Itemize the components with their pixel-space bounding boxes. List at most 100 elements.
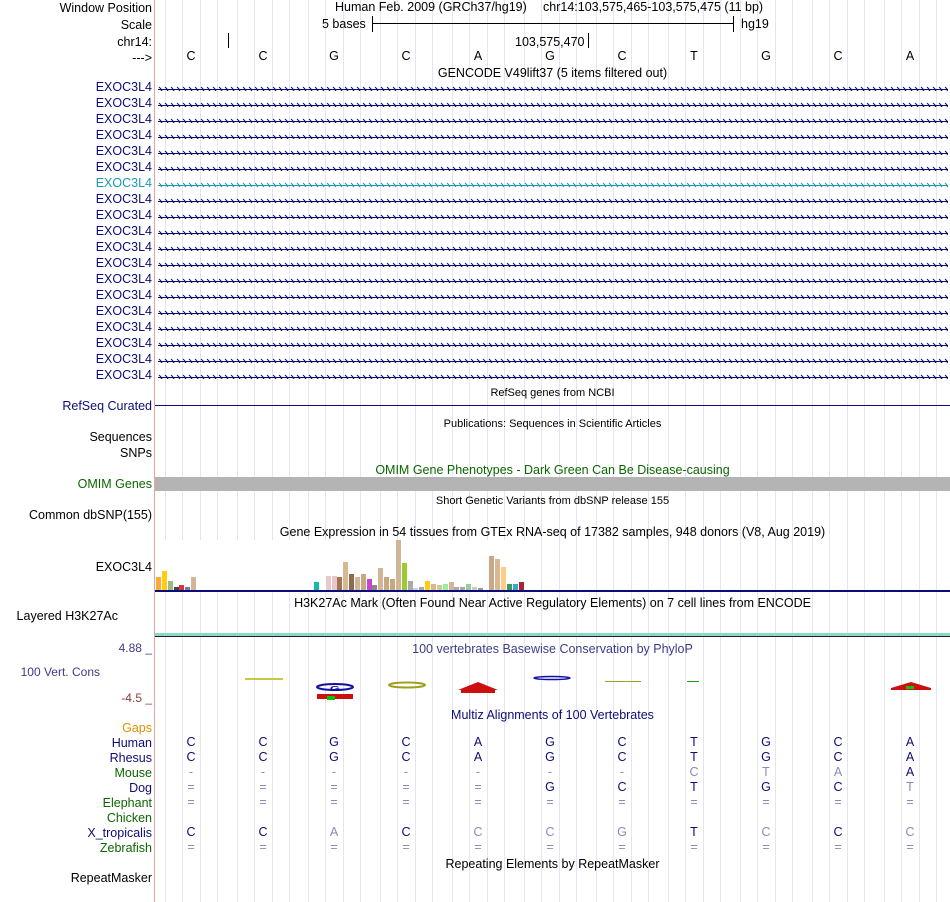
gtex-tissue-bar[interactable]	[343, 562, 349, 590]
gtex-tissue-bar[interactable]	[407, 581, 413, 590]
gtex-tissue-bar[interactable]	[413, 588, 419, 590]
gtex-tissue-bar[interactable]	[390, 579, 395, 590]
species-label[interactable]: Mouse	[114, 766, 152, 780]
gtex-tissue-bar[interactable]	[430, 584, 436, 590]
gencode-gene-line[interactable]	[158, 307, 948, 315]
gtex-tissue-bar[interactable]	[156, 577, 161, 590]
gencode-gene-line[interactable]	[158, 323, 948, 331]
gencode-gene-line[interactable]	[158, 163, 948, 171]
snps-track-label[interactable]: SNPs	[120, 446, 152, 460]
repeatmasker-track-label[interactable]: RepeatMasker	[70, 871, 152, 885]
gtex-tissue-bar[interactable]	[167, 581, 173, 590]
gtex-tissue-bar[interactable]	[507, 584, 512, 590]
gtex-tissue-bar[interactable]	[395, 540, 401, 590]
gtex-tissue-bar[interactable]	[313, 582, 319, 590]
gencode-item-label[interactable]: EXOC3L4	[95, 272, 152, 286]
gencode-item-label[interactable]: EXOC3L4	[95, 224, 152, 238]
gtex-tissue-bar[interactable]	[325, 576, 331, 590]
gencode-gene-line[interactable]	[158, 259, 948, 267]
gencode-gene-line[interactable]	[158, 115, 948, 123]
gencode-gene-line[interactable]	[158, 147, 948, 155]
gtex-tissue-bar[interactable]	[477, 588, 483, 590]
gencode-gene-line[interactable]	[158, 371, 948, 379]
species-label[interactable]: Zebrafish	[99, 841, 152, 855]
gencode-gene-line[interactable]	[158, 99, 948, 107]
gencode-item-label[interactable]: EXOC3L4	[95, 288, 152, 302]
gencode-item-label[interactable]: EXOC3L4	[95, 336, 152, 350]
gtex-tissue-bar[interactable]	[489, 556, 495, 590]
gtex-tissue-bar[interactable]	[366, 579, 372, 590]
gencode-item-label[interactable]: EXOC3L4	[95, 112, 152, 126]
gencode-item-label[interactable]: EXOC3L4	[95, 256, 152, 270]
gencode-item-label[interactable]: EXOC3L4	[95, 368, 152, 382]
gencode-gene-line[interactable]	[158, 211, 948, 219]
gtex-tissue-bar[interactable]	[349, 574, 355, 590]
gtex-tissue-bar[interactable]	[161, 571, 167, 590]
gtex-tissue-bar[interactable]	[495, 559, 501, 590]
gencode-item-label[interactable]: EXOC3L4	[95, 192, 152, 206]
gtex-tissue-bar[interactable]	[448, 582, 454, 590]
publications-track-title[interactable]: Publications: Sequences in Scientific Ar…	[443, 418, 662, 430]
gtex-tissue-bar[interactable]	[372, 585, 378, 590]
multiz-track-title[interactable]: Multiz Alignments of 100 Vertebrates	[451, 708, 654, 722]
gtex-tissue-bar[interactable]	[185, 587, 191, 590]
gencode-item-label[interactable]: EXOC3L4	[95, 80, 152, 94]
refseq-track-label[interactable]: RefSeq Curated	[62, 399, 152, 413]
gencode-gene-line[interactable]	[158, 339, 948, 347]
gtex-tissue-bar[interactable]	[442, 584, 448, 590]
omim-track-label[interactable]: OMIM Genes	[77, 477, 152, 491]
species-label[interactable]: Dog	[129, 781, 152, 795]
refseq-gene-line[interactable]	[155, 405, 950, 406]
gencode-gene-line[interactable]	[158, 83, 948, 91]
gtex-tissue-bar[interactable]	[419, 587, 425, 590]
gtex-tissue-bar[interactable]	[512, 584, 518, 590]
gencode-gene-line[interactable]	[158, 275, 948, 283]
omim-gene-bar[interactable]	[155, 477, 950, 491]
gtex-tissue-bar[interactable]	[501, 567, 507, 590]
refseq-track-title[interactable]: RefSeq genes from NCBI	[490, 387, 615, 399]
gtex-tissue-bar[interactable]	[191, 577, 197, 590]
species-label[interactable]: Human	[111, 736, 152, 750]
gencode-gene-line[interactable]	[158, 355, 948, 363]
gtex-bar-chart[interactable]	[155, 540, 950, 590]
gtex-tissue-bar[interactable]	[460, 587, 466, 590]
gencode-gene-line[interactable]	[158, 131, 948, 139]
gtex-tissue-bar[interactable]	[384, 577, 390, 590]
gtex-tissue-bar[interactable]	[471, 587, 477, 590]
gencode-item-label[interactable]: EXOC3L4	[95, 320, 152, 334]
gtex-tissue-bar[interactable]	[454, 587, 460, 590]
gencode-item-label[interactable]: EXOC3L4	[95, 96, 152, 110]
gencode-item-label[interactable]: EXOC3L4	[95, 160, 152, 174]
h3k27ac-track-title[interactable]: H3K27Ac Mark (Often Found Near Active Re…	[294, 596, 811, 610]
gencode-item-label[interactable]: EXOC3L4	[95, 240, 152, 254]
gtex-tissue-bar[interactable]	[401, 563, 407, 590]
repeatmasker-track-title[interactable]: Repeating Elements by RepeatMasker	[445, 857, 660, 871]
gencode-gene-line[interactable]	[158, 243, 948, 251]
omim-track-title[interactable]: OMIM Gene Phenotypes - Dark Green Can Be…	[375, 463, 730, 477]
gencode-item-label[interactable]: EXOC3L4	[95, 304, 152, 318]
track-data-area[interactable]: Human Feb. 2009 (GRCh37/hg19) chr14:103,…	[155, 0, 950, 902]
dbsnp-track-title[interactable]: Short Genetic Variants from dbSNP releas…	[435, 495, 670, 507]
gtex-tissue-bar[interactable]	[425, 581, 431, 590]
gtex-tissue-bar[interactable]	[436, 585, 442, 590]
gencode-item-label[interactable]: EXOC3L4	[95, 144, 152, 158]
sequences-track-label[interactable]: Sequences	[89, 430, 152, 444]
gencode-item-label[interactable]: EXOC3L4	[95, 128, 152, 142]
gencode-gene-line[interactable]	[158, 227, 948, 235]
h3k27ac-track-label[interactable]: Layered H3K27Ac	[16, 609, 118, 623]
gencode-gene-line[interactable]	[158, 195, 948, 203]
gtex-track-label[interactable]: EXOC3L4	[95, 560, 152, 574]
gtex-tissue-bar[interactable]	[466, 584, 472, 590]
gtex-tissue-bar[interactable]	[378, 568, 384, 590]
phylop-track-label[interactable]: 100 Vert. Cons	[20, 665, 100, 679]
gencode-item-label[interactable]: EXOC3L4	[95, 208, 152, 222]
species-label[interactable]: X_tropicalis	[87, 826, 152, 840]
species-label[interactable]: Rhesus	[109, 751, 152, 765]
gencode-item-label[interactable]: EXOC3L4	[95, 176, 152, 190]
gencode-item-label[interactable]: EXOC3L4	[95, 352, 152, 366]
gtex-tissue-bar[interactable]	[179, 585, 185, 590]
species-label[interactable]: Elephant	[102, 796, 152, 810]
gencode-gene-line[interactable]	[158, 179, 948, 187]
gencode-gene-line[interactable]	[158, 291, 948, 299]
gtex-tissue-bar[interactable]	[354, 577, 360, 590]
